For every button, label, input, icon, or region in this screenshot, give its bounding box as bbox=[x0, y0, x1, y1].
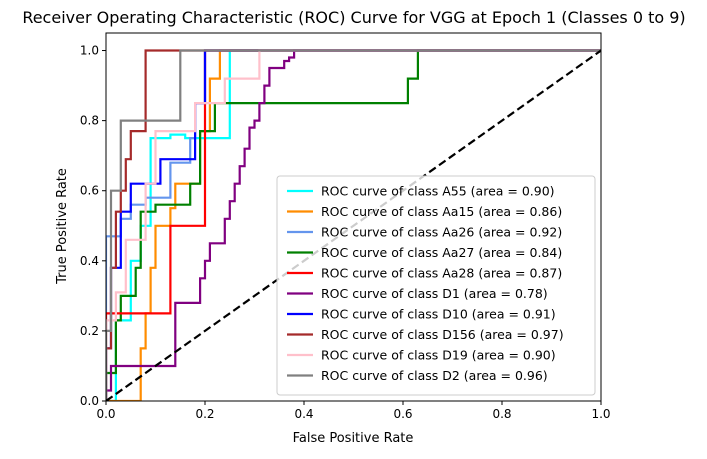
legend-label-3: ROC curve of class Aa27 (area = 0.84) bbox=[321, 245, 562, 260]
plot-frame bbox=[105, 32, 602, 402]
legend-label-8: ROC curve of class D19 (area = 0.90) bbox=[321, 348, 556, 363]
chart-title: Receiver Operating Characteristic (ROC) … bbox=[22, 8, 685, 27]
legend-label-2: ROC curve of class Aa26 (area = 0.92) bbox=[321, 225, 562, 240]
x-tick-label-1: 0.2 bbox=[195, 407, 214, 421]
legend-label-4: ROC curve of class Aa28 (area = 0.87) bbox=[321, 266, 562, 281]
legend-label-7: ROC curve of class D156 (area = 0.97) bbox=[321, 327, 564, 342]
series-line-5 bbox=[106, 49, 601, 401]
y-tick-label-2: 0.4 bbox=[80, 254, 99, 268]
legend-label-1: ROC curve of class Aa15 (area = 0.86) bbox=[321, 204, 562, 219]
x-axis-label: False Positive Rate bbox=[293, 431, 414, 446]
series-line-3 bbox=[106, 49, 601, 401]
series-line-0 bbox=[106, 49, 601, 401]
x-tick-label-2: 0.4 bbox=[294, 407, 313, 421]
y-tick-label-3: 0.6 bbox=[80, 184, 99, 198]
x-tick-label-5: 1.0 bbox=[591, 407, 610, 421]
series-line-9 bbox=[106, 49, 601, 401]
y-axis-label: True Positive Rate bbox=[55, 168, 70, 285]
legend-label-5: ROC curve of class D1 (area = 0.78) bbox=[321, 286, 548, 301]
x-tick-label-0: 0.0 bbox=[96, 407, 115, 421]
legend-label-9: ROC curve of class D2 (area = 0.96) bbox=[321, 368, 548, 383]
x-tick-label-3: 0.6 bbox=[393, 407, 412, 421]
plot-area: 0.0 0.2 0.4 0.6 0.8 1.0 0.0 0.2 0.4 0.6 0.8 1.0 bbox=[80, 32, 611, 421]
series-line-8 bbox=[106, 49, 601, 401]
legend-label-0: ROC curve of class A55 (area = 0.90) bbox=[321, 184, 555, 199]
series-line-1 bbox=[106, 49, 601, 401]
y-tick-label-0: 0.0 bbox=[80, 394, 99, 408]
series-lines bbox=[106, 49, 601, 401]
x-tick-label-4: 0.8 bbox=[492, 407, 511, 421]
legend: ROC curve of class A55 (area = 0.90) ROC … bbox=[276, 175, 596, 396]
y-tick-label-4: 0.8 bbox=[80, 114, 99, 128]
legend-label-6: ROC curve of class D10 (area = 0.91) bbox=[321, 307, 556, 322]
y-tick-label-1: 0.2 bbox=[80, 324, 99, 338]
y-tick-label-5: 1.0 bbox=[80, 44, 99, 58]
legend-box bbox=[276, 175, 596, 396]
